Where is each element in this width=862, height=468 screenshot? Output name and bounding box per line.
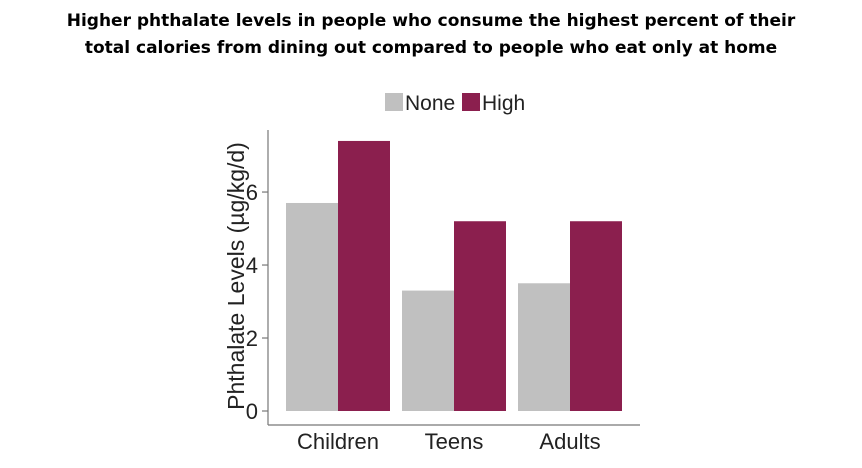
bar-teens-high xyxy=(454,221,506,411)
bar-adults-high xyxy=(570,221,622,411)
legend: None High xyxy=(385,92,525,115)
x-tick-label-teens: Teens xyxy=(425,429,484,454)
legend-label-high: High xyxy=(482,92,525,115)
y-tick-label-6: 6 xyxy=(246,180,258,205)
y-axis-label: Phthalate Levels (µg/kg/d) xyxy=(223,142,249,410)
bar-children-high xyxy=(338,140,390,411)
y-tick-label-0: 0 xyxy=(246,399,258,424)
bars xyxy=(286,140,622,411)
chart-title-line-2: total calories from dining out compared … xyxy=(84,38,778,58)
axes: Children Teens Adults 0 2 4 6 xyxy=(246,130,640,454)
legend-label-none: None xyxy=(405,92,455,115)
chart-title: Higher phthalate levels in people who co… xyxy=(0,8,862,62)
y-tick-label-2: 2 xyxy=(246,326,258,351)
bar-children-none xyxy=(286,202,338,411)
x-tick-label-adults: Adults xyxy=(539,429,600,454)
chart-title-line-1: Higher phthalate levels in people who co… xyxy=(66,11,796,31)
legend-swatch-none xyxy=(385,93,403,111)
legend-swatch-high xyxy=(462,93,480,111)
x-tick-label-children: Children xyxy=(297,429,379,454)
y-tick-label-4: 4 xyxy=(246,253,258,278)
bar-teens-none xyxy=(402,290,454,411)
bar-adults-none xyxy=(518,283,570,411)
